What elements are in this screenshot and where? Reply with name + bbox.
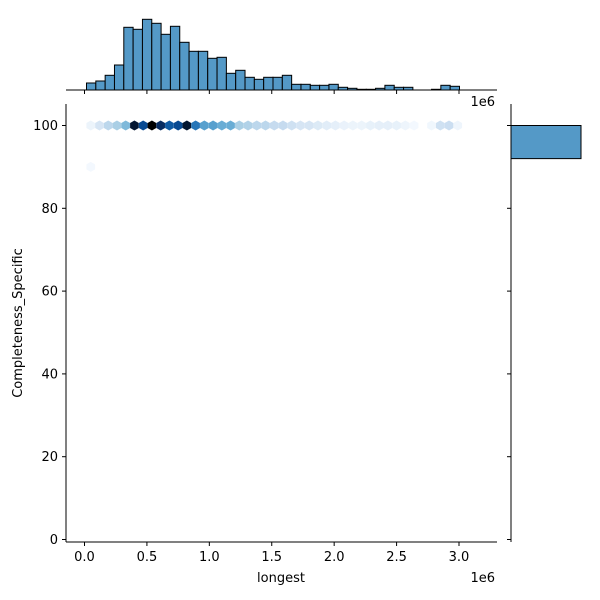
hexbin-cell — [86, 120, 96, 131]
marginal-x-bar — [319, 84, 330, 91]
hexbin-cell — [435, 120, 445, 131]
hexbin-cell — [95, 120, 104, 131]
marginal-x-bar — [384, 84, 395, 91]
marginal-x-offset-label: 1e6 — [470, 95, 495, 110]
hexbin-cell — [226, 120, 235, 131]
marginal-x-bar — [281, 74, 293, 91]
marginal-x-ticks — [84, 90, 460, 94]
marginal-x-bar — [328, 83, 339, 91]
hexbin-cell — [400, 120, 410, 131]
hexbin-cell — [147, 120, 157, 131]
hexbin-cell — [331, 120, 340, 131]
hexbin-cell — [374, 120, 384, 131]
hexbin-cell — [130, 120, 139, 131]
x-tick-label: 1.0 — [199, 550, 220, 565]
marginal-x-bar — [225, 72, 237, 91]
marginal-x-bar — [244, 76, 255, 91]
hexbin-cell — [313, 120, 323, 131]
y-tick-label: 40 — [41, 367, 58, 382]
hexbin-cell — [217, 120, 227, 131]
hexbin-cell — [409, 120, 419, 131]
x-tick-label: 2.5 — [386, 550, 407, 565]
hexbin-cell — [86, 161, 96, 172]
marginal-x-bar — [291, 83, 302, 91]
y-tick-label: 80 — [41, 202, 58, 217]
y-tick-label: 20 — [41, 450, 58, 465]
hexbin-cell — [383, 120, 393, 131]
hexbin-cell — [287, 120, 297, 131]
marginal-x-bar — [179, 41, 190, 91]
hexbin-cell — [112, 120, 122, 131]
x-tick-label: 0.5 — [137, 550, 158, 565]
hexbin-layer — [86, 120, 463, 172]
marginal-x-bar — [123, 26, 134, 91]
hexbin-cell — [296, 120, 305, 131]
hexbin-cell — [252, 120, 262, 131]
hexbin-cell — [243, 120, 253, 131]
hexbin-cell — [261, 120, 270, 131]
hexbin-cell — [103, 120, 113, 131]
hexbin-cell — [200, 120, 209, 131]
marginal-x-bar — [95, 80, 106, 91]
x-axis-ticks: 0.0 0.5 1.0 1.5 2.0 2.5 3.0 — [74, 542, 469, 565]
marginal-x-bar — [216, 56, 227, 91]
x-axis-label: longest — [257, 571, 305, 586]
hexbin-cell — [348, 120, 358, 131]
y-tick-label: 60 — [41, 285, 58, 300]
hexbin-cell — [165, 120, 174, 131]
hexbin-cell — [366, 120, 375, 131]
marginal-x-bar — [449, 85, 460, 91]
hexbin-cell — [269, 120, 279, 131]
y-axis-ticks: 0 20 40 60 80 100 — [33, 119, 66, 548]
marginal-x-bar — [151, 22, 162, 91]
marginal-x-histogram — [85, 18, 460, 91]
x-tick-label: 3.0 — [449, 550, 470, 565]
hexbin-cell — [191, 120, 200, 131]
hexbin-cell — [427, 120, 436, 131]
hexbin-cell — [392, 120, 401, 131]
marginal-y-histogram — [510, 125, 582, 160]
hexbin-cell — [322, 120, 332, 131]
marginal-x-bar — [113, 64, 125, 91]
y-tick-label: 100 — [33, 119, 58, 134]
hexbin-cell — [278, 120, 288, 131]
marginal-x-bar — [440, 84, 451, 91]
hexbin-cell — [138, 120, 148, 131]
marginal-x-bar — [207, 57, 218, 91]
hexbin-cell — [444, 120, 454, 131]
marginal-x-bar — [300, 83, 311, 91]
hexbin-cell — [121, 120, 131, 131]
marginal-x-bar — [188, 50, 199, 91]
hexbin-cell — [304, 120, 314, 131]
marginal-x-bar — [235, 69, 246, 91]
hexbin-cell — [182, 120, 192, 131]
marginal-x-bar — [141, 18, 153, 91]
marginal-x-bar — [263, 76, 274, 91]
marginal-y-ticks — [507, 125, 511, 540]
y-tick-label: 0 — [50, 533, 58, 548]
marginal-x-bar — [85, 82, 97, 91]
marginal-x-bar — [169, 25, 181, 91]
marginal-x-bar — [160, 33, 171, 91]
hexbin-cell — [208, 120, 218, 131]
x-tick-label: 2.0 — [324, 550, 345, 565]
x-tick-label: 0.0 — [74, 550, 95, 565]
hexbin-cell — [453, 120, 463, 131]
hexbin-cell — [339, 120, 349, 131]
hexbin-cell — [234, 120, 244, 131]
marginal-x-bar — [197, 50, 209, 91]
hexbin-cell — [357, 120, 366, 131]
marginal-x-bar — [272, 76, 283, 91]
marginal-x-bar — [132, 28, 143, 91]
marginal-x-bar — [104, 74, 115, 91]
marginal-y-bar — [510, 125, 582, 160]
hexbin-cell — [156, 120, 165, 131]
hexbin-cell — [173, 120, 183, 131]
marginal-x-bar — [253, 78, 265, 91]
x-offset-label: 1e6 — [470, 571, 495, 586]
y-axis-label: Completeness_Specific — [11, 248, 26, 398]
x-tick-label: 1.5 — [261, 550, 282, 565]
marginal-x-bar — [309, 84, 321, 91]
